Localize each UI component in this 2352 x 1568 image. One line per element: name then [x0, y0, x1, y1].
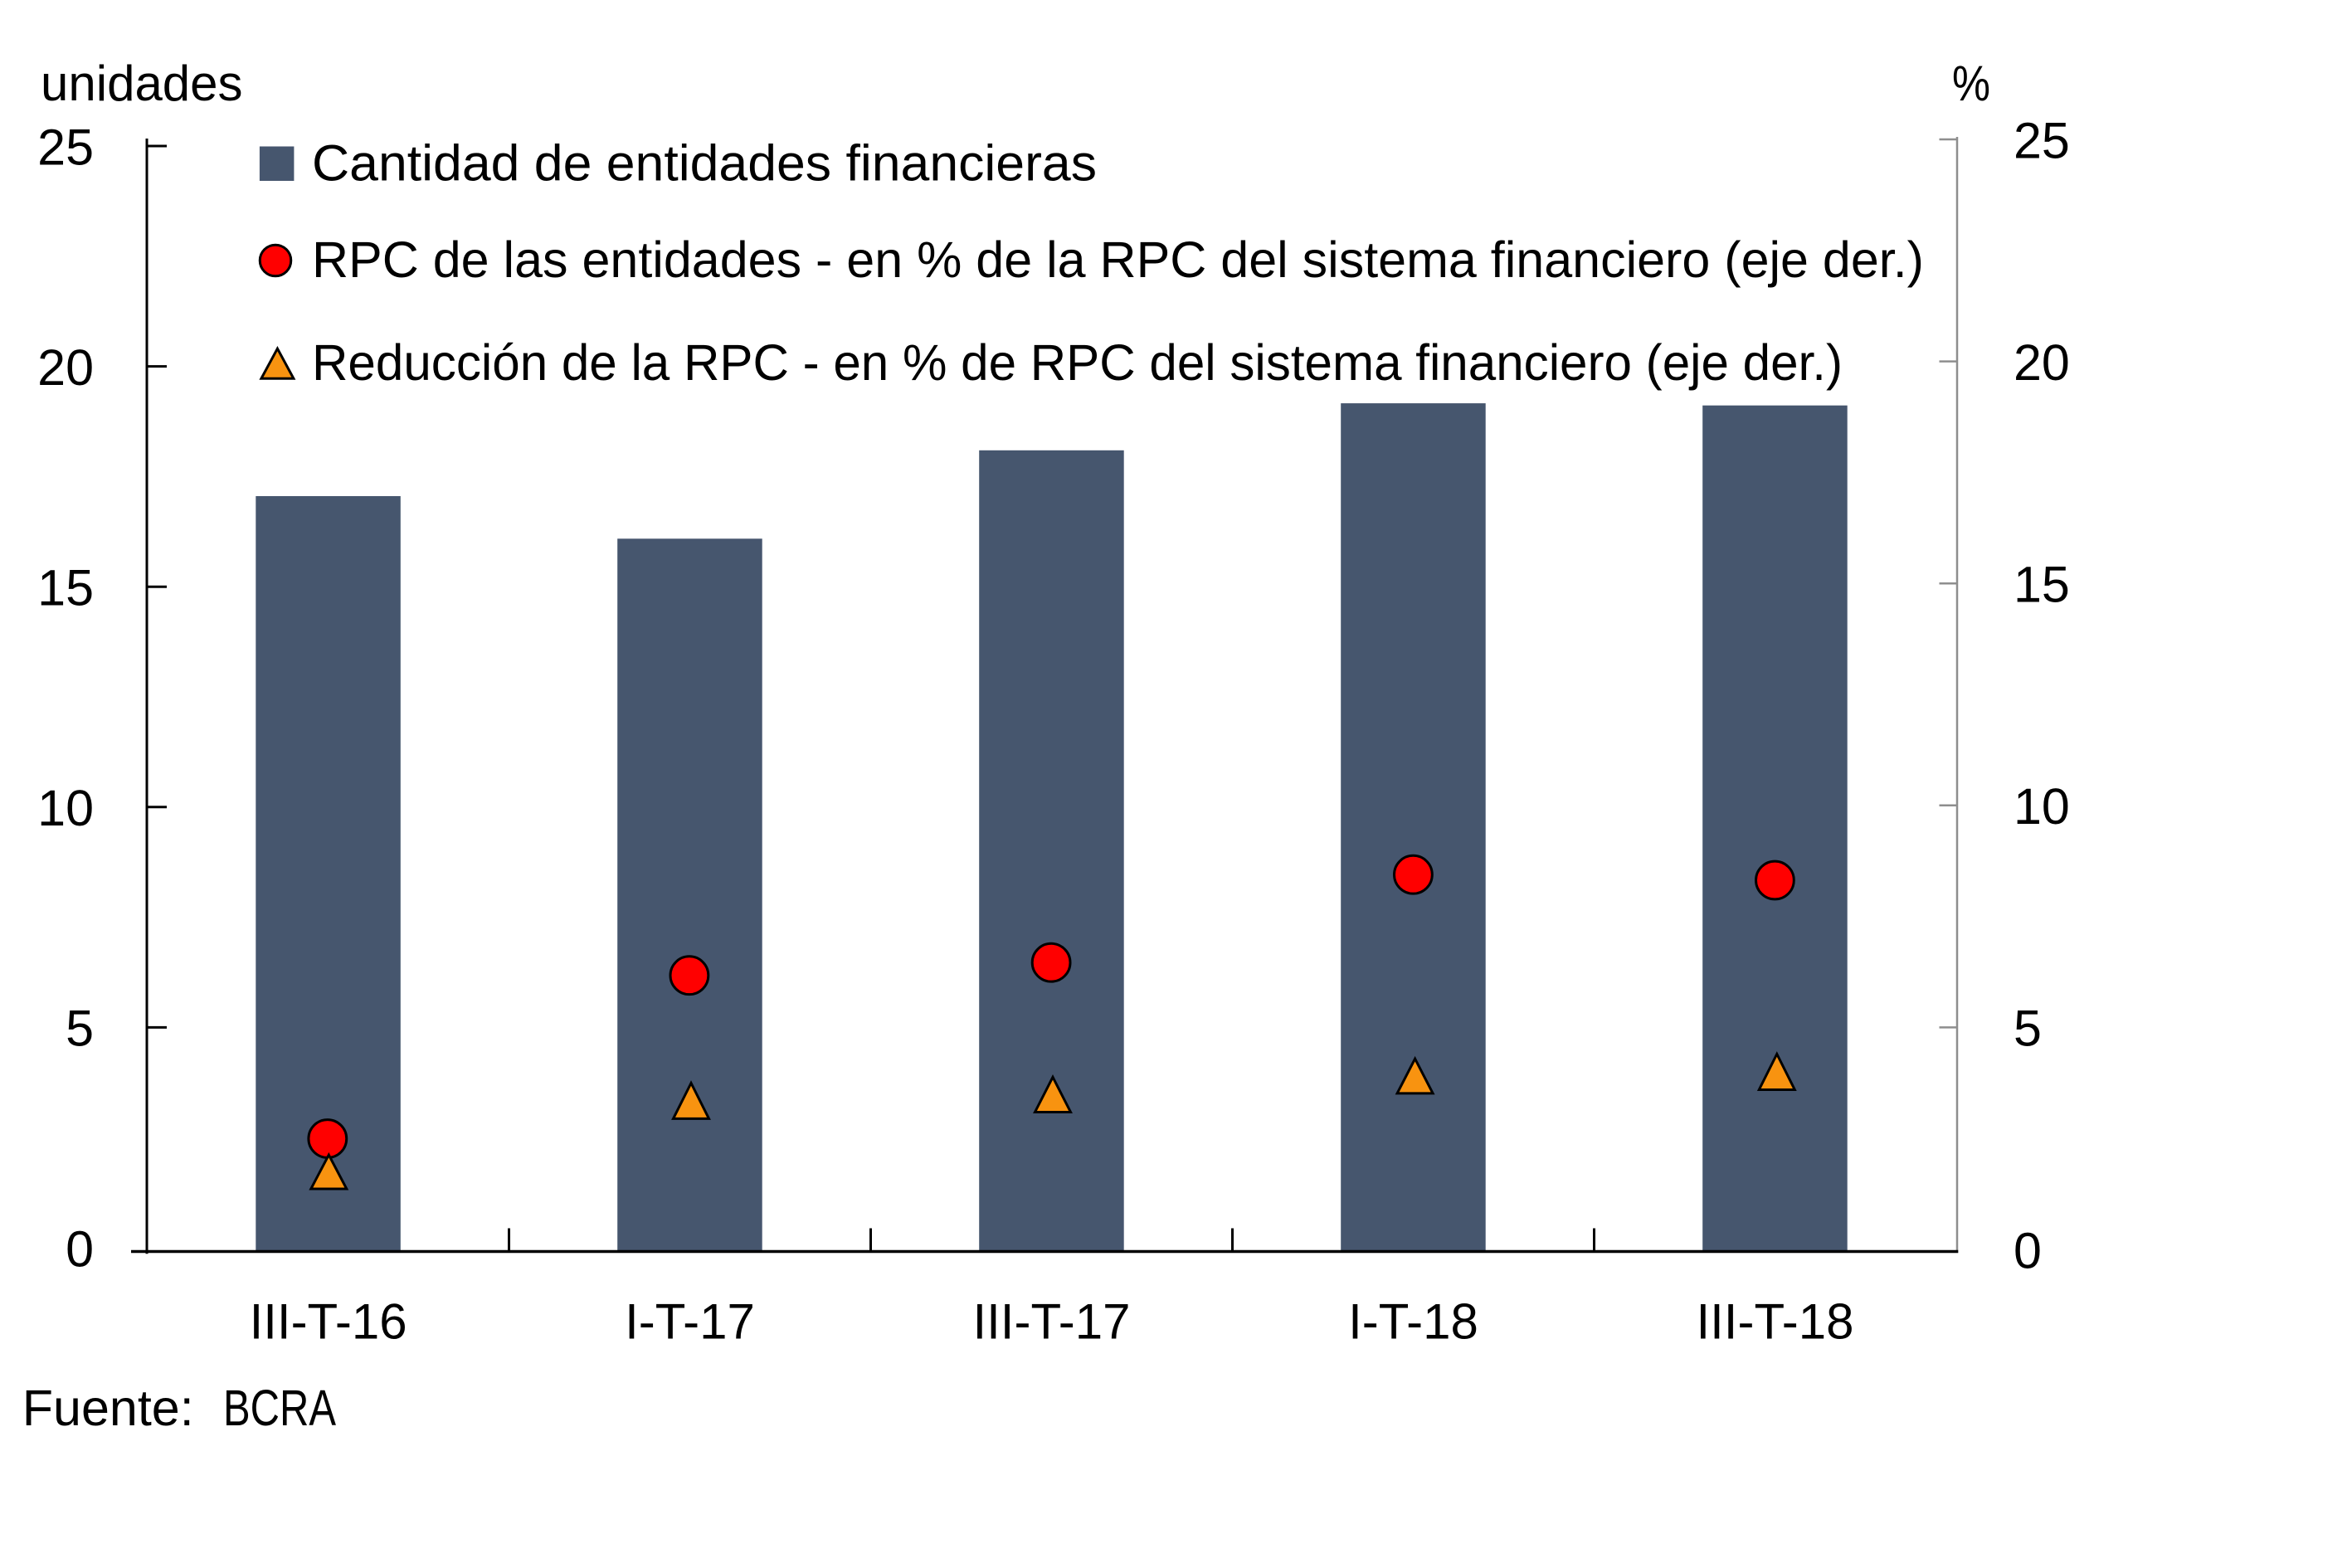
svg-text:III-T-16: III-T-16 — [250, 1294, 407, 1350]
svg-text:0: 0 — [2014, 1222, 2042, 1278]
svg-text:0: 0 — [66, 1220, 94, 1277]
svg-text:BCRA: BCRA — [223, 1380, 336, 1436]
svg-text:10: 10 — [2014, 778, 2070, 835]
svg-text:RPC de las entidades - en % de: RPC de las entidades - en % de la RPC de… — [312, 231, 1924, 288]
svg-text:Cantidad de entidades financie: Cantidad de entidades financieras — [312, 134, 1097, 191]
svg-text:20: 20 — [37, 339, 94, 396]
svg-text:%: % — [1952, 56, 1990, 111]
svg-text:25: 25 — [37, 119, 94, 175]
svg-text:I-T-17: I-T-17 — [625, 1294, 755, 1350]
svg-text:I-T-18: I-T-18 — [1348, 1294, 1478, 1350]
svg-text:Fuente:: Fuente: — [22, 1380, 194, 1436]
svg-text:15: 15 — [2014, 557, 2070, 613]
svg-text:III-T-17: III-T-17 — [972, 1294, 1130, 1350]
svg-text:15: 15 — [37, 560, 94, 616]
svg-text:Reducción de la RPC - en % de: Reducción de la RPC - en % de RPC del si… — [312, 334, 1843, 391]
svg-text:5: 5 — [2014, 1001, 2042, 1057]
svg-text:unidades: unidades — [41, 56, 243, 111]
svg-text:5: 5 — [66, 1001, 94, 1057]
svg-text:III-T-18: III-T-18 — [1696, 1294, 1853, 1350]
svg-text:25: 25 — [2014, 112, 2070, 168]
svg-text:20: 20 — [2014, 334, 2070, 391]
svg-text:10: 10 — [37, 780, 94, 836]
